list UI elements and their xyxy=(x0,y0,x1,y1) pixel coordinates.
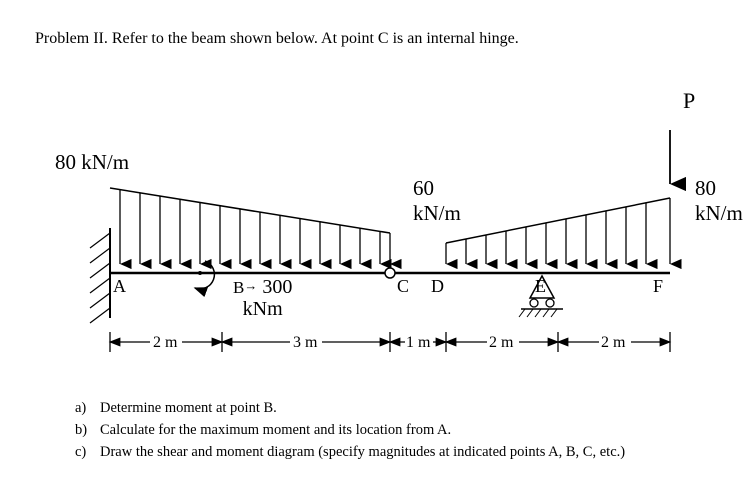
dim-2: 3 m xyxy=(293,334,318,351)
point-F: F xyxy=(653,276,663,297)
point-E: E xyxy=(535,276,546,297)
q-text-c: Draw the shear and moment diagram (speci… xyxy=(100,442,625,464)
point-C: C xyxy=(397,276,409,297)
q-text-b: Calculate for the maximum moment and its… xyxy=(100,420,451,442)
dim-4: 2 m xyxy=(489,334,514,351)
q-letter-c: c) xyxy=(75,442,100,464)
dim-3: 1 m xyxy=(406,334,431,351)
beam-diagram: P 80 kN/m 60 kN/m 80 kN/m xyxy=(35,98,715,398)
q-letter-b: b) xyxy=(75,420,100,442)
label-moment: B→ 300 kNm xyxy=(233,276,292,320)
q-letter-a: a) xyxy=(75,398,100,420)
beam-svg: 2 m 3 m 1 m 2 m 2 m xyxy=(35,98,755,378)
point-D: D xyxy=(431,276,444,297)
question-list: a)Determine moment at point B. b)Calcula… xyxy=(35,398,721,463)
q-text-a: Determine moment at point B. xyxy=(100,398,277,420)
problem-title: Problem II. Refer to the beam shown belo… xyxy=(35,30,721,48)
dim-5: 2 m xyxy=(601,334,626,351)
dim-1: 2 m xyxy=(153,334,178,351)
point-A: A xyxy=(113,276,126,297)
